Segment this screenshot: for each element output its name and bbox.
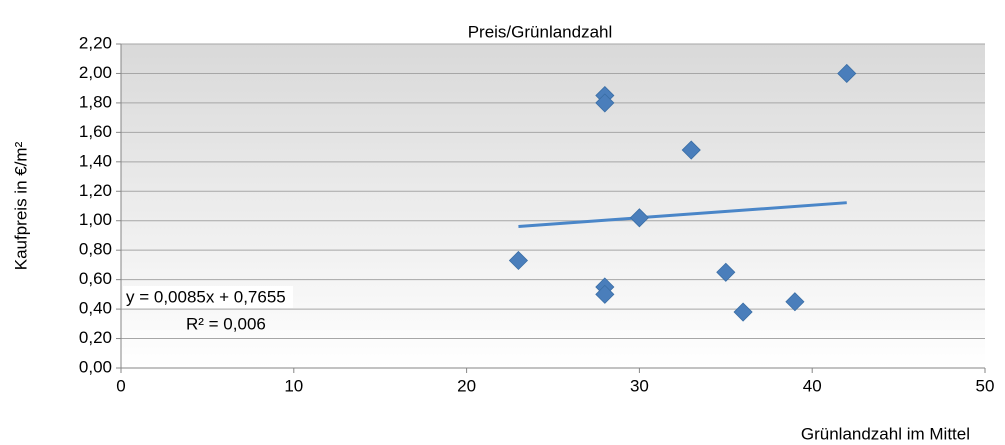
y-tick-label: 2,00 — [79, 63, 112, 82]
point — [716, 262, 736, 282]
y-tick-label: 0,00 — [79, 357, 112, 376]
equation-box — [123, 286, 293, 308]
point — [508, 250, 529, 271]
x-tick-label: 0 — [116, 376, 125, 395]
x-axis-label: Grünlandzahl im Mittel — [801, 424, 970, 443]
x-tick-label: 40 — [803, 376, 822, 395]
point — [733, 302, 753, 322]
point — [785, 292, 805, 312]
trendline-r2: R² = 0,006 — [186, 314, 266, 333]
chart-title: Preis/Grünlandzahl — [468, 22, 613, 41]
y-tick-label: 0,60 — [79, 269, 112, 288]
trendline — [518, 201, 847, 228]
y-tick-label: 1,00 — [79, 210, 112, 229]
point — [595, 284, 615, 304]
y-tick-label: 0,80 — [79, 240, 112, 259]
x-tick-label: 30 — [630, 376, 649, 395]
point — [595, 93, 615, 113]
trendline-equation: y = 0,0085x + 0,7655 — [126, 287, 286, 306]
point — [681, 140, 701, 160]
plot-area — [121, 44, 985, 368]
y-tick-label: 1,20 — [79, 181, 112, 200]
x-tick-label: 10 — [284, 376, 303, 395]
x-tick-label: 50 — [976, 376, 995, 395]
y-tick-label: 1,80 — [79, 92, 112, 111]
x-tick-label: 20 — [457, 376, 476, 395]
y-tick-label: 1,40 — [79, 151, 112, 170]
point — [629, 208, 649, 228]
y-tick-label: 2,20 — [79, 33, 112, 52]
y-tick-label: 1,60 — [79, 122, 112, 141]
y-axis-label: Kaufpreis in €/m² — [11, 141, 30, 270]
point — [837, 63, 857, 84]
y-tick-label: 0,40 — [79, 299, 112, 318]
y-tick-label: 0,20 — [79, 328, 112, 347]
